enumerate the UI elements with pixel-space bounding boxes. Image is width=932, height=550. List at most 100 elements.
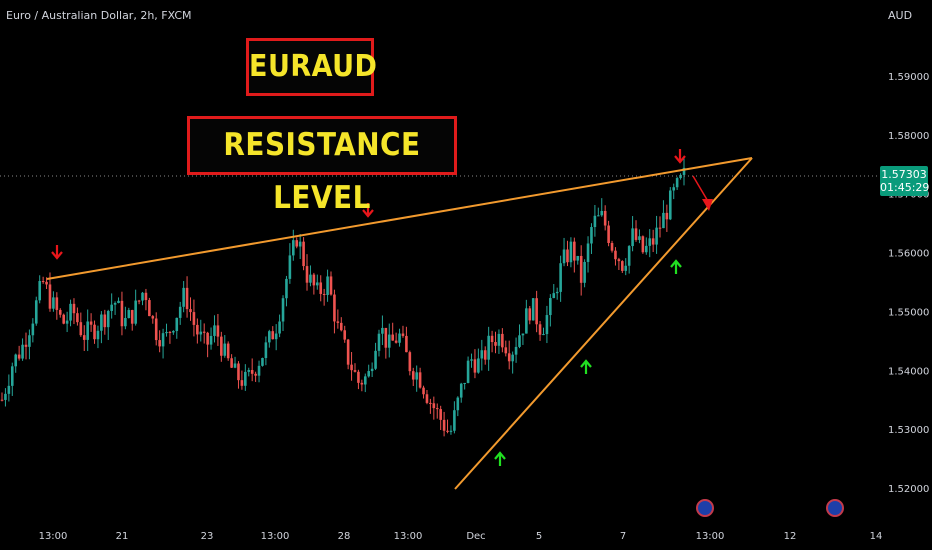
current-price-tag: 1.57303 01:45:29 xyxy=(880,166,929,196)
candle-up xyxy=(110,304,113,311)
candle-down xyxy=(120,300,124,327)
candle-up xyxy=(549,298,552,316)
candle-down xyxy=(353,370,357,372)
candle-down xyxy=(295,240,299,247)
candle-up xyxy=(106,310,110,328)
candle-down xyxy=(185,287,189,310)
price-axis-tick: 1.56000 xyxy=(888,249,929,260)
australia-flag-event-icon[interactable] xyxy=(826,499,844,517)
candle-up xyxy=(668,190,672,220)
candle-up xyxy=(456,397,460,411)
candle-up xyxy=(113,302,117,305)
candle-down xyxy=(490,335,494,343)
candle-down xyxy=(394,340,398,343)
candle-down xyxy=(538,324,542,335)
candle-up xyxy=(600,210,604,216)
pivot-markers xyxy=(51,149,686,466)
title-box: EURAUD xyxy=(246,38,377,96)
candle-up xyxy=(31,323,35,336)
candle-down xyxy=(62,314,65,324)
candle-down xyxy=(665,212,669,220)
candle-down xyxy=(429,402,432,404)
candle-up xyxy=(531,298,535,321)
australia-flag-event-icon[interactable] xyxy=(696,499,714,517)
candle-up xyxy=(648,238,652,246)
candle-down xyxy=(501,333,504,348)
candle-down xyxy=(151,316,155,319)
candle-down xyxy=(408,352,412,372)
price-axis[interactable]: 1.590001.580001.570001.560001.550001.540… xyxy=(888,72,929,495)
candle-down xyxy=(89,321,93,325)
candle-down xyxy=(621,261,624,271)
currency-label: AUD xyxy=(888,9,913,22)
candle-up xyxy=(645,245,648,253)
candle-up xyxy=(69,303,72,321)
candle-down xyxy=(226,343,230,359)
time-axis[interactable]: 13:00 21 23 13:00 28 13:00 Dec 5 7 13:00 12 14 xyxy=(39,531,883,542)
candle-up xyxy=(233,363,237,368)
candle-down xyxy=(322,293,326,295)
candle-up xyxy=(288,255,292,279)
price-axis-tick: 1.59000 xyxy=(888,72,929,83)
candle-up xyxy=(86,321,89,340)
candle-down xyxy=(483,350,487,360)
candle-down xyxy=(329,276,333,295)
candle-up xyxy=(96,330,100,340)
candle-up xyxy=(398,333,401,343)
time-axis-tick: 23 xyxy=(201,531,214,542)
candle-up xyxy=(415,372,418,380)
candle-down xyxy=(202,331,206,333)
candle-down xyxy=(0,399,4,401)
candle-up xyxy=(672,187,676,191)
candle-up xyxy=(583,261,586,283)
candle-up xyxy=(552,293,556,299)
time-axis-tick: 13:00 xyxy=(261,531,290,542)
candle-down xyxy=(405,335,408,353)
candle-down xyxy=(346,339,350,365)
candle-down xyxy=(206,332,209,345)
candle-down xyxy=(641,236,645,253)
resistance-trendline[interactable] xyxy=(46,157,753,280)
projection-arrow-head xyxy=(702,199,713,211)
candle-up xyxy=(363,376,367,385)
candle-down xyxy=(254,373,257,376)
candle-up xyxy=(576,255,580,261)
candle-up xyxy=(223,343,227,356)
candle-down xyxy=(250,370,254,374)
candle-down xyxy=(617,259,621,262)
candle-up xyxy=(662,212,665,229)
red-down-arrow-icon xyxy=(362,209,374,218)
candle-down xyxy=(566,249,569,263)
candle-down xyxy=(422,387,425,395)
candle-down xyxy=(168,331,172,333)
support-trendline[interactable] xyxy=(454,157,753,490)
candle-down xyxy=(103,314,107,328)
candle-up xyxy=(172,331,175,333)
candle-down xyxy=(230,358,233,368)
candle-up xyxy=(597,215,600,217)
candle-down xyxy=(446,430,449,432)
candle-up xyxy=(141,292,144,301)
candle-down xyxy=(658,227,662,229)
time-axis-tick: 28 xyxy=(338,531,351,542)
candle-down xyxy=(240,380,244,386)
candle-down xyxy=(528,308,532,321)
candle-down xyxy=(357,371,360,383)
candle-up xyxy=(10,366,14,386)
time-axis-tick: 5 xyxy=(536,531,542,542)
price-axis-tick: 1.55000 xyxy=(888,307,929,318)
candle-down xyxy=(93,324,96,340)
candle-up xyxy=(569,241,573,263)
candle-up xyxy=(374,350,377,369)
candle-down xyxy=(473,359,477,373)
candle-down xyxy=(607,225,610,243)
time-axis-tick: 13:00 xyxy=(39,531,68,542)
time-axis-tick: 13:00 xyxy=(394,531,423,542)
candle-down xyxy=(425,394,429,403)
candle-down xyxy=(651,238,655,245)
candle-down xyxy=(401,333,405,336)
symbol-header: Euro / Australian Dollar, 2h, FXCM xyxy=(6,9,192,22)
candle-down xyxy=(435,408,439,410)
candle-up xyxy=(466,360,470,383)
